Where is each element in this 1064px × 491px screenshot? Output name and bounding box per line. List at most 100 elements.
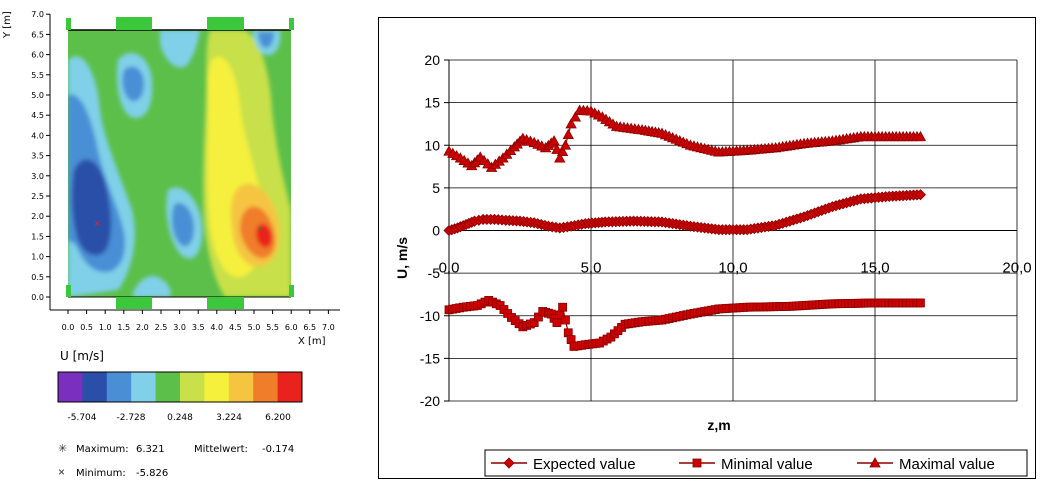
- boundary-opening-bottom: [207, 297, 244, 309]
- legend-box: [484, 449, 1028, 477]
- series-square: [444, 296, 925, 351]
- x-tick-label: 5,0: [581, 260, 602, 277]
- colorbar-swatch: [180, 372, 205, 402]
- boundary-markers: [66, 17, 294, 309]
- contour-y-tick-label: 2.0: [31, 212, 44, 221]
- contour-map-panel: × * 0.0 0.5 1.0 1.5 2.0 2.5 3.0 3.5 4.0 4.5 5.0 5.5…: [0, 0, 370, 486]
- contour-y-tick-label: 4.5: [31, 111, 44, 120]
- contour-x-tick-label: 0.5: [80, 323, 93, 332]
- y-tick-label: 5: [432, 180, 440, 196]
- data-point-triangle: [565, 118, 577, 129]
- line-chart-x-ticks: 0,0 5,0 10,0 15,0 20,0: [439, 260, 1032, 277]
- contour-map-svg: × * 0.0 0.5 1.0 1.5 2.0 2.5 3.0 3.5 4.0 4.5 5.0 5.5…: [2, 10, 340, 479]
- contour-x-tick-label: 2.0: [136, 323, 149, 332]
- series-triangle: [443, 104, 927, 172]
- contour-x-ticks: 0.0 0.5 1.0 1.5 2.0 2.5 3.0 3.5 4.0 4.5 5.0 5.5 6.0 6…: [62, 310, 335, 332]
- boundary-post: [289, 285, 294, 297]
- colorbar-ticks: -5.704 -2.728 0.248 3.224 6.200: [67, 413, 291, 423]
- line-chart-grid: [448, 59, 1018, 402]
- legend-item: Maximal value: [857, 456, 995, 473]
- data-point-square: [692, 458, 702, 468]
- maximum-icon: ✳: [58, 443, 67, 455]
- contour-y-label: Y [m]: [2, 11, 13, 39]
- x-tick-label: 15,0: [860, 260, 889, 277]
- data-point-diamond: [914, 189, 927, 201]
- data-point-triangle: [562, 128, 574, 139]
- line-chart-series: [443, 104, 927, 351]
- data-point-triangle: [556, 145, 569, 157]
- line-chart-y-ticks: 20 15 10 5 0 -5 -10 -15 -20: [420, 52, 449, 409]
- contour-y-tick-label: 5.0: [31, 91, 44, 100]
- colorbar-swatch: [155, 372, 181, 402]
- data-point-square: [552, 318, 562, 327]
- minimum-label: Minimum:: [76, 468, 126, 479]
- colorbar-swatch: [277, 372, 303, 402]
- x-tick-label: 0,0: [439, 260, 460, 277]
- series-diamond: [443, 189, 927, 237]
- maximum-value: 6.321: [136, 444, 165, 455]
- colorbar-swatch: [106, 372, 132, 402]
- contour-y-tick-label: 0.5: [31, 273, 44, 282]
- colorbar-tick-label: -5.704: [67, 413, 96, 423]
- contour-y-tick-label: 3.0: [31, 172, 44, 181]
- legend-item: Expected value: [491, 456, 636, 473]
- contour-y-ticks: 0.0 0.5 1.0 1.5 2.0 2.5 3.0 3.5 4.0 4.5 5.0 5.5 6.0 6…: [31, 10, 50, 302]
- colorbar-frame: [57, 371, 303, 403]
- contour-x-tick-label: 3.5: [192, 323, 205, 332]
- contour-x-tick-label: 1.5: [117, 323, 130, 332]
- colorbar-swatch: [228, 372, 254, 402]
- contour-y-tick-label: 2.5: [31, 192, 44, 201]
- y-tick-label: -15: [420, 350, 440, 366]
- minimum-value: -5.826: [136, 468, 168, 479]
- x-tick-label: 10,0: [718, 260, 747, 277]
- contour-x-tick-label: 6.0: [285, 323, 298, 332]
- colorbar-swatch: [82, 372, 108, 402]
- colorbar: [57, 371, 303, 403]
- contour-y-tick-label: 0.0: [31, 293, 44, 302]
- line-chart-panel: 20 15 10 5 0 -5 -10 -15 -20 0,0 5,0 10,0 15,0 20,0 U…: [378, 17, 1036, 479]
- data-point-diamond: [503, 457, 515, 469]
- data-point-square: [558, 302, 568, 312]
- contour-x-tick-label: 5.0: [248, 323, 261, 332]
- minimum-marker: ×: [94, 218, 100, 230]
- legend-label: Maximal value: [899, 456, 995, 473]
- data-point-triangle: [554, 152, 566, 163]
- contour-x-tick-label: 2.5: [155, 323, 168, 332]
- colorbar-swatch: [58, 372, 83, 402]
- data-point-square: [916, 298, 925, 308]
- y-tick-label: -5: [428, 265, 441, 281]
- y-tick-label: 10: [424, 137, 440, 153]
- contour-y-tick-label: 3.5: [31, 152, 44, 161]
- colorbar-tick-label: 3.224: [216, 413, 242, 423]
- y-tick-label: -10: [420, 308, 440, 324]
- contour-x-tick-label: 6.5: [303, 323, 316, 332]
- contour-y-tick-label: 6.0: [31, 51, 44, 60]
- y-tick-label: 20: [424, 52, 440, 68]
- maximum-marker: *: [258, 225, 263, 237]
- legend-item: Minimal value: [679, 456, 813, 473]
- y-tick-label: 15: [424, 95, 440, 111]
- y-tick-label: 0: [432, 223, 440, 239]
- colorbar-tick-label: 6.200: [265, 413, 291, 423]
- data-point-triangle: [559, 139, 572, 150]
- contour-y-tick-label: 4.0: [31, 131, 44, 140]
- boundary-opening-top: [116, 17, 152, 30]
- minimum-icon: ×: [58, 465, 65, 479]
- colorbar-swatch: [253, 372, 279, 402]
- line-chart-svg: 20 15 10 5 0 -5 -10 -15 -20 0,0 5,0 10,0 15,0 20,0 U…: [394, 52, 1032, 477]
- data-point-triangle: [548, 135, 560, 146]
- contour-y-tick-label: 5.5: [31, 71, 44, 80]
- contour-x-tick-label: 7.0: [322, 323, 335, 332]
- line-chart-legend: Expected value Minimal value Maximal value: [484, 449, 1028, 477]
- data-point-triangle: [551, 143, 563, 154]
- colorbar-tick-label: -2.728: [116, 413, 145, 423]
- mean-value: -0.174: [262, 444, 294, 455]
- contour-x-tick-label: 3.0: [173, 323, 186, 332]
- legend-label: Minimal value: [721, 456, 813, 473]
- contour-x-tick-label: 4.0: [210, 323, 223, 332]
- colorbar-swatch: [204, 372, 230, 402]
- contour-x-label: X [m]: [298, 336, 326, 347]
- boundary-post: [289, 18, 294, 30]
- boundary-opening-top: [207, 17, 244, 30]
- contour-x-tick-label: 1.0: [99, 323, 112, 332]
